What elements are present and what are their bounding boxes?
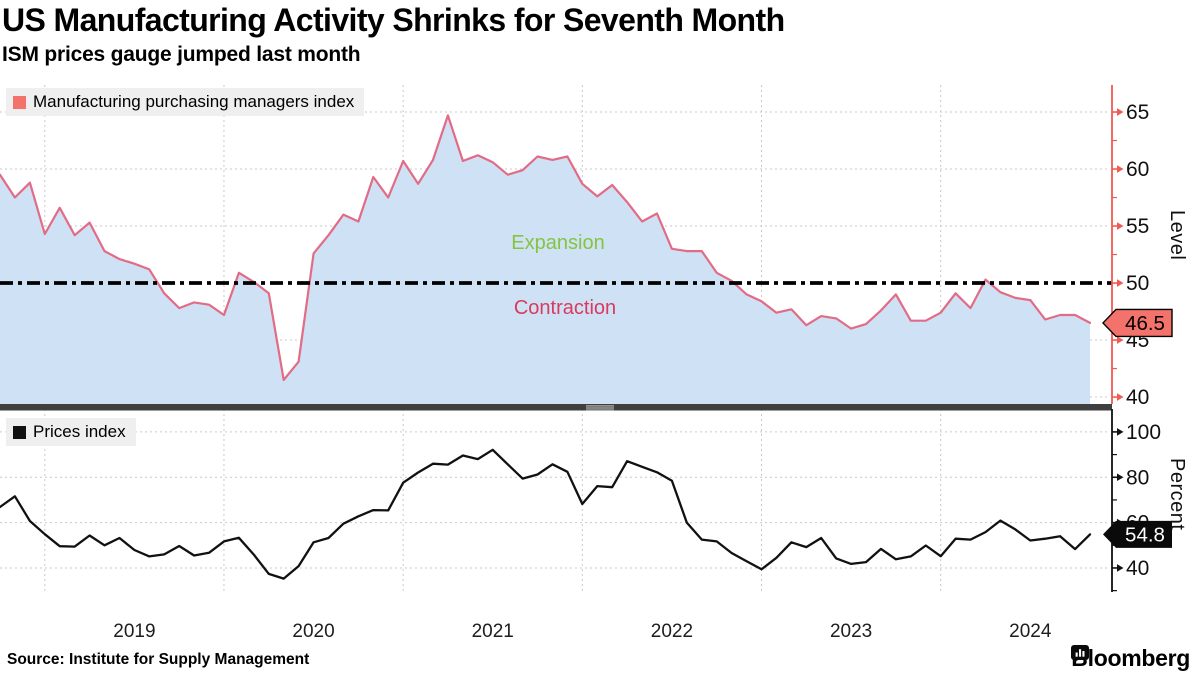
x-axis-year-label: 2022 [650, 621, 694, 642]
x-axis-year-label: 2023 [829, 621, 873, 642]
y-tick-label: 55 [1126, 215, 1149, 238]
page-subtitle: ISM prices gauge jumped last month [2, 43, 361, 66]
pmi-legend-swatch-icon [13, 95, 26, 109]
expansion-label: Expansion [511, 232, 605, 254]
x-axis-year-label: 2019 [113, 621, 156, 642]
y-tick-label: 40 [1126, 386, 1149, 409]
value-badge-prices: 54.8 [1103, 520, 1172, 548]
bottom-y-axis: 406080100 [1111, 409, 1161, 592]
x-axis-year-label: 2020 [292, 621, 335, 642]
y-tick-label: 50 [1126, 272, 1149, 295]
y-tick-label: 80 [1126, 466, 1149, 489]
source-attribution: Source: Institute for Supply Management [7, 651, 310, 668]
bottom-y-axis-title: Percent [1166, 458, 1188, 531]
y-tick-label: 40 [1126, 557, 1149, 580]
x-axis-year-label: 2021 [471, 621, 514, 642]
bloomberg-brand: Bloomberg [1071, 645, 1190, 672]
prices-legend-label: Prices index [33, 422, 126, 441]
panel-divider [0, 404, 1112, 411]
pmi-area [0, 115, 1090, 405]
legend-prices: Prices index [6, 418, 136, 446]
y-tick-label: 65 [1126, 101, 1149, 124]
value-badge-pmi: 46.5 [1102, 308, 1173, 338]
last-value-label: 54.8 [1125, 523, 1165, 546]
pmi-line [0, 114, 1092, 381]
prices-line [0, 448, 1092, 580]
bloomberg-wordmark: Bloomberg [1071, 645, 1190, 671]
last-value-label: 46.5 [1125, 312, 1165, 335]
y-tick-label: 100 [1126, 421, 1161, 444]
legend-pmi: Manufacturing purchasing managers index [6, 88, 365, 116]
bloomberg-logo-icon [1071, 645, 1090, 663]
panel-divider-grip[interactable] [586, 405, 614, 411]
top-y-axis-title: Level [1166, 210, 1188, 261]
y-tick-label: 60 [1126, 158, 1149, 181]
x-axis-year-label: 2024 [1009, 621, 1052, 642]
prices-legend-swatch-icon [13, 425, 26, 439]
pmi-legend-label: Manufacturing purchasing managers index [33, 92, 355, 111]
contraction-label: Contraction [513, 297, 617, 319]
page-title: US Manufacturing Activity Shrinks for Se… [2, 2, 785, 38]
